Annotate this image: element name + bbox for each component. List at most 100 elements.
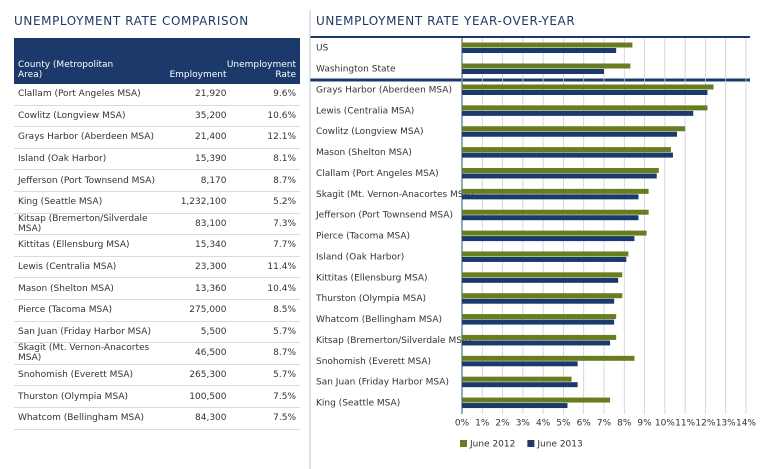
table-row: Kitsap (Bremerton/Silverdale MSA) 83,100 7… bbox=[14, 214, 300, 236]
table-row: Thurston (Olympia MSA) 100,500 7.5% bbox=[14, 386, 300, 408]
bar bbox=[462, 340, 611, 346]
table-cell: 10.4% bbox=[267, 283, 296, 294]
bar bbox=[462, 376, 572, 382]
table-cell: Thurston (Olympia MSA) bbox=[18, 391, 128, 402]
table-cell: 23,300 bbox=[195, 262, 227, 273]
bar bbox=[462, 173, 657, 179]
bar bbox=[462, 236, 635, 242]
table-cell: 9.6% bbox=[273, 89, 296, 100]
table-cell: 84,300 bbox=[195, 413, 227, 424]
table-cell: 15,390 bbox=[195, 154, 227, 165]
legend-label: June 2013 bbox=[536, 440, 582, 450]
table-cell: 5.2% bbox=[273, 197, 296, 208]
table-cell: 7.5% bbox=[273, 413, 296, 424]
bar bbox=[462, 256, 627, 262]
table-row: Mason (Shelton MSA) 13,360 10.4% bbox=[14, 278, 300, 300]
legend-swatch bbox=[460, 440, 467, 447]
x-tick-label: 4% bbox=[536, 419, 551, 429]
table-cell: 275,000 bbox=[189, 305, 227, 316]
bar bbox=[462, 361, 578, 367]
y-tick-label: Washington State bbox=[316, 65, 396, 75]
bar bbox=[462, 397, 611, 403]
table-row: Lewis (Centralia MSA) 23,300 11.4% bbox=[14, 257, 300, 279]
y-tick-label: Jefferson (Port Townsend MSA) bbox=[315, 211, 453, 221]
table-header: County (Metropolitan Area) Employment Un… bbox=[14, 38, 300, 84]
bar bbox=[462, 277, 619, 283]
table-cell: 7.7% bbox=[273, 240, 296, 251]
table-cell: Lewis (Centralia MSA) bbox=[18, 262, 117, 273]
x-tick-label: 0% bbox=[455, 419, 470, 429]
bar bbox=[462, 152, 673, 158]
table-cell: Cowlitz (Longview MSA) bbox=[18, 110, 126, 121]
table-cell: Skagit (Mt. Vernon-Anacortes MSA) bbox=[18, 343, 150, 364]
table-row: Jefferson (Port Townsend MSA) 8,170 8.7% bbox=[14, 170, 300, 192]
header-cell: County (Metropolitan Area) bbox=[18, 60, 114, 80]
table-cell: 8.7% bbox=[273, 348, 296, 359]
y-tick-label: Island (Oak Harbor) bbox=[316, 252, 404, 262]
header-cell: Employment bbox=[169, 70, 227, 80]
x-tick-label: 9% bbox=[637, 419, 652, 429]
legend-label: June 2012 bbox=[469, 440, 515, 450]
table-cell: 21,400 bbox=[195, 132, 227, 143]
y-tick-label: Skagit (Mt. Vernon-Anacortes MSA) bbox=[316, 190, 473, 200]
x-tick-label: 7% bbox=[597, 419, 612, 429]
table-row: Cowlitz (Longview MSA) 35,200 10.6% bbox=[14, 106, 300, 128]
table-row: Grays Harbor (Aberdeen MSA) 21,400 12.1% bbox=[14, 127, 300, 149]
table-row: Clallam (Port Angeles MSA) 21,920 9.6% bbox=[14, 84, 300, 106]
table-row: San Juan (Friday Harbor MSA) 5,500 5.7% bbox=[14, 322, 300, 344]
x-tick-label: 14% bbox=[736, 419, 756, 429]
bar bbox=[462, 230, 647, 236]
y-tick-label: Whatcom (Bellingham MSA) bbox=[316, 315, 442, 325]
bar bbox=[462, 42, 633, 48]
table-row: Skagit (Mt. Vernon-Anacortes MSA) 46,500 8… bbox=[14, 343, 300, 365]
table: County (Metropolitan Area) Employment Un… bbox=[14, 38, 300, 430]
y-tick-label: King (Seattle MSA) bbox=[316, 399, 400, 409]
bar bbox=[462, 298, 615, 304]
table-cell: Kitsap (Bremerton/Silverdale MSA) bbox=[18, 213, 148, 234]
y-tick-label: Pierce (Tacoma MSA) bbox=[316, 232, 410, 242]
bar bbox=[462, 63, 631, 69]
y-tick-label: Thurston (Olympia MSA) bbox=[315, 294, 426, 304]
table-cell: 1,232,100 bbox=[180, 197, 227, 208]
table-row: Pierce (Tacoma MSA) 275,000 8.5% bbox=[14, 300, 300, 322]
table-row: Island (Oak Harbor) 15,390 8.1% bbox=[14, 149, 300, 171]
bar bbox=[462, 48, 617, 53]
x-tick-label: 3% bbox=[516, 419, 531, 429]
y-tick-label: Kittitas (Ellensburg MSA) bbox=[316, 273, 428, 283]
x-tick-label: 5% bbox=[556, 419, 571, 429]
bar bbox=[462, 105, 708, 111]
y-tick-label: Cowlitz (Longview MSA) bbox=[316, 127, 423, 137]
table-cell: 5,500 bbox=[200, 326, 227, 337]
table-cell: 265,300 bbox=[189, 370, 227, 381]
x-tick-label: 13% bbox=[716, 419, 736, 429]
table-cell: Mason (Shelton MSA) bbox=[18, 283, 114, 294]
table-cell: 7.3% bbox=[273, 218, 296, 229]
x-tick-label: 1% bbox=[475, 419, 490, 429]
legend-swatch bbox=[527, 440, 535, 447]
table-cell: 8.5% bbox=[273, 305, 296, 316]
bar bbox=[462, 188, 649, 194]
table-cell: 7.5% bbox=[273, 391, 296, 402]
table-cell: Snohomish (Everett MSA) bbox=[18, 370, 133, 381]
chart-title: UNEMPLOYMENT RATE YEAR-OVER-YEAR bbox=[316, 14, 576, 28]
bar bbox=[462, 293, 623, 299]
table-cell: 8.1% bbox=[273, 154, 296, 165]
table-cell: King (Seattle MSA) bbox=[18, 197, 103, 208]
bar bbox=[462, 314, 617, 320]
bar bbox=[462, 194, 639, 200]
bar bbox=[462, 382, 578, 388]
table-cell: 100,500 bbox=[189, 391, 227, 402]
bar bbox=[462, 334, 617, 340]
y-tick-label: Mason (Shelton MSA) bbox=[316, 148, 412, 158]
bar bbox=[462, 147, 671, 153]
x-tick-label: 6% bbox=[577, 419, 592, 429]
bar bbox=[462, 84, 714, 90]
table-cell: 13,360 bbox=[195, 283, 227, 294]
x-tick-label: 8% bbox=[617, 419, 632, 429]
table-title: UNEMPLOYMENT RATE COMPARISON bbox=[14, 14, 249, 28]
bar bbox=[462, 90, 708, 95]
y-tick-label: Clallam (Port Angeles MSA) bbox=[316, 169, 439, 179]
table-row: Snohomish (Everett MSA) 265,300 5.7% bbox=[14, 365, 300, 387]
